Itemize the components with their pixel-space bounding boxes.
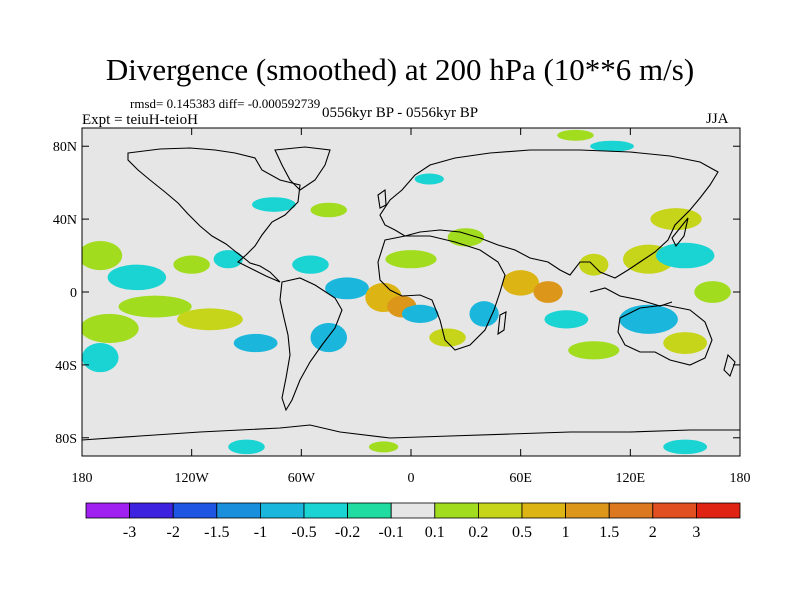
divergence-blob-19: [502, 270, 539, 296]
divergence-blob-37: [414, 173, 444, 185]
coast-indonesia: [589, 287, 673, 307]
lon-tick-label: 60W: [288, 471, 316, 486]
colorbar-swatch: [172, 502, 218, 519]
colorbar-label: 3: [692, 524, 700, 541]
coast-british-isles: [377, 188, 387, 209]
colorbar: -3 -2 -1.5 -1 -0.5 -0.2 -0.1 0.1 0.2 0.5 1 1.5 2 3: [85, 502, 741, 541]
coast-africa: [377, 235, 506, 351]
colorbar-label: -0.1: [379, 524, 404, 541]
lat-tick-label: 80S: [55, 432, 77, 447]
coast-antarctica: [82, 424, 740, 441]
colorbar-swatch: [85, 502, 130, 519]
lon-tick-label: 0: [408, 471, 415, 486]
divergence-blob-29: [568, 341, 620, 360]
colorbar-swatch: [347, 502, 392, 519]
lat-tick-label: 80N: [53, 140, 77, 155]
plot-title: Divergence (smoothed) at 200 hPa (10**6 …: [105, 52, 695, 87]
lon-tick-label: 180: [730, 471, 751, 486]
coastlines: [82, 146, 740, 441]
map-background: [82, 128, 740, 456]
divergence-blob-3: [82, 313, 139, 344]
divergence-blob-35: [251, 197, 296, 212]
divergence-blob-17: [469, 301, 499, 327]
lat-tick-label: 0: [70, 286, 77, 301]
coast-madagascar: [497, 311, 507, 336]
divergence-blob-1: [107, 264, 167, 291]
colorbar-label: 0.1: [425, 524, 445, 541]
season-label: JJA: [706, 111, 729, 127]
coast-south-america: [279, 277, 343, 412]
divergence-blob-31: [663, 439, 708, 455]
lon-tick-label: 120E: [616, 471, 646, 486]
coast-eurasia: [379, 149, 719, 279]
divergence-field: [82, 129, 731, 455]
divergence-blob-13: [310, 322, 348, 353]
colorbar-label: -1: [254, 524, 267, 541]
colorbar-swatch: [259, 502, 305, 519]
colorbar-swatch: [608, 502, 654, 519]
colorbar-label: -0.5: [291, 524, 316, 541]
colorbar-swatch: [565, 502, 610, 519]
colorbar-swatch: [652, 502, 697, 519]
coast-new-zealand: [723, 353, 736, 378]
divergence-blob-20: [533, 281, 563, 303]
divergence-blob-25: [655, 242, 715, 269]
divergence-blob-22: [579, 253, 609, 276]
colorbar-swatch: [216, 502, 261, 519]
divergence-blob-24: [650, 208, 702, 231]
divergence-blob-0: [82, 240, 123, 271]
divergence-blob-15: [401, 304, 439, 323]
colorbar-label: -1.5: [204, 524, 229, 541]
divergence-blob-6: [213, 250, 243, 269]
lon-tick-label: 60E: [509, 471, 532, 486]
colorbar-swatch: [434, 502, 479, 519]
colorbar-swatch: [129, 502, 174, 519]
colorbar-swatch: [521, 502, 566, 519]
colorbar-label: -3: [123, 524, 136, 541]
divergence-blob-21: [544, 310, 589, 329]
colorbar-swatch: [303, 502, 348, 519]
rmsd-diff-stats: rmsd= 0.145383 diff= -0.000592739: [130, 96, 321, 111]
divergence-blob-10: [325, 277, 369, 300]
colorbar-label: 2: [649, 524, 657, 541]
divergence-blob-26: [619, 304, 678, 334]
colorbar-label: -0.2: [335, 524, 360, 541]
divergence-blob-8: [233, 333, 278, 353]
divergence-blob-32: [368, 441, 399, 453]
coast-japan: [671, 217, 689, 248]
colorbar-swatch: [477, 502, 523, 519]
divergence-blob-30: [228, 439, 265, 455]
coast-greenland: [274, 146, 331, 191]
experiment-label: Expt = teiuH-teioH: [82, 112, 198, 128]
divergence-blob-27: [663, 332, 708, 354]
colorbar-label: 1: [562, 524, 570, 541]
divergence-blob-5: [173, 255, 210, 274]
divergence-blob-36: [310, 202, 348, 218]
lat-tick-label: 40S: [55, 359, 77, 374]
colorbar-label: -2: [167, 524, 180, 541]
axis-ticks: 80N 40N 0 40S 80S 180 120W 60W 0 60E 120E 180: [53, 128, 751, 486]
divergence-blob-7: [177, 308, 243, 331]
divergence-blob-9: [292, 255, 329, 274]
divergence-blob-14: [385, 250, 437, 269]
divergence-blob-18: [447, 228, 485, 247]
colorbar-swatch: [390, 502, 436, 519]
lon-tick-label: 180: [72, 471, 93, 486]
coast-australia: [617, 304, 713, 366]
colorbar-label: 0.5: [512, 524, 532, 541]
divergence-blob-33: [557, 129, 594, 141]
divergence-blob-4: [82, 343, 119, 373]
colorbar-label: 0.2: [468, 524, 488, 541]
divergence-blob-34: [590, 140, 634, 152]
time-period-label: 0556kyr BP - 0556kyr BP: [322, 105, 479, 121]
colorbar-label: 1.5: [599, 524, 619, 541]
coast-north-america: [127, 147, 301, 283]
lat-tick-label: 40N: [53, 213, 77, 228]
divergence-blob-28: [694, 281, 731, 303]
colorbar-swatch: [696, 502, 741, 519]
divergence-blob-2: [118, 295, 192, 318]
divergence-blob-16: [429, 328, 466, 347]
lon-tick-label: 120W: [175, 471, 210, 486]
